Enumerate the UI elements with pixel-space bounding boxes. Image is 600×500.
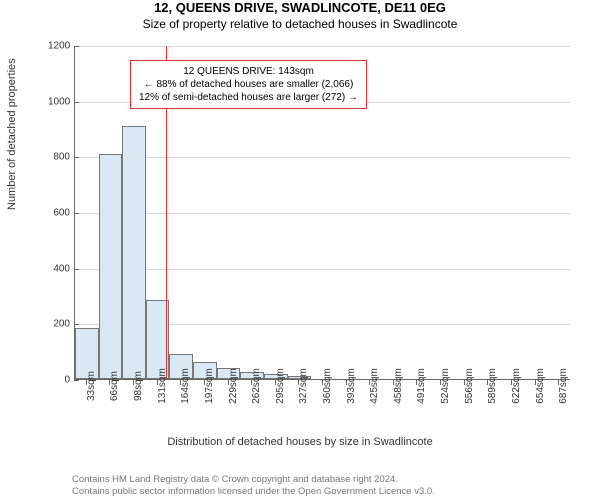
x-tick-label: 327sqm	[298, 368, 309, 404]
x-tick-label: 66sqm	[109, 371, 120, 401]
x-tick-label: 131sqm	[157, 368, 168, 404]
y-tick-label: 0	[48, 375, 74, 386]
x-tick-label: 491sqm	[416, 368, 427, 404]
x-tick-label: 654sqm	[535, 368, 546, 404]
x-tick-label: 262sqm	[251, 368, 262, 404]
footer-line2: Contains public sector information licen…	[72, 486, 592, 498]
y-tick-label: 1000	[48, 96, 74, 107]
x-tick-label: 589sqm	[487, 368, 498, 404]
x-tick-label: 229sqm	[228, 368, 239, 404]
x-tick-label: 622sqm	[511, 368, 522, 404]
x-tick-label: 458sqm	[393, 368, 404, 404]
histogram-bar	[99, 154, 123, 379]
y-tick-label: 800	[48, 152, 74, 163]
x-tick-label: 524sqm	[440, 368, 451, 404]
y-axis-label: Number of detached properties	[6, 58, 18, 210]
annotation-box: 12 QUEENS DRIVE: 143sqm ← 88% of detache…	[130, 60, 367, 109]
x-tick-label: 360sqm	[322, 368, 333, 404]
x-axis-label: Distribution of detached houses by size …	[0, 436, 600, 448]
x-tick-label: 556sqm	[464, 368, 475, 404]
y-tick-label: 1200	[48, 41, 74, 52]
x-tick-label: 33sqm	[86, 371, 97, 401]
x-tick-label: 197sqm	[204, 368, 215, 404]
x-tick-label: 687sqm	[558, 368, 569, 404]
x-tick-label: 98sqm	[133, 371, 144, 401]
y-tick-label: 400	[48, 263, 74, 274]
x-tick-label: 295sqm	[275, 368, 286, 404]
page-title: 12, QUEENS DRIVE, SWADLINCOTE, DE11 0EG	[0, 0, 600, 15]
footer: Contains HM Land Registry data © Crown c…	[72, 474, 592, 498]
annotation-line1: 12 QUEENS DRIVE: 143sqm	[139, 65, 358, 78]
y-tick-label: 200	[48, 319, 74, 330]
y-tick-label: 600	[48, 208, 74, 219]
annotation-line3: 12% of semi-detached houses are larger (…	[139, 91, 358, 104]
histogram-bar	[122, 126, 146, 379]
annotation-line2: ← 88% of detached houses are smaller (2,…	[139, 78, 358, 91]
x-tick-label: 393sqm	[346, 368, 357, 404]
x-tick-label: 425sqm	[369, 368, 380, 404]
page-subtitle: Size of property relative to detached ho…	[0, 17, 600, 31]
x-tick-label: 164sqm	[180, 368, 191, 404]
footer-line1: Contains HM Land Registry data © Crown c…	[72, 474, 592, 486]
